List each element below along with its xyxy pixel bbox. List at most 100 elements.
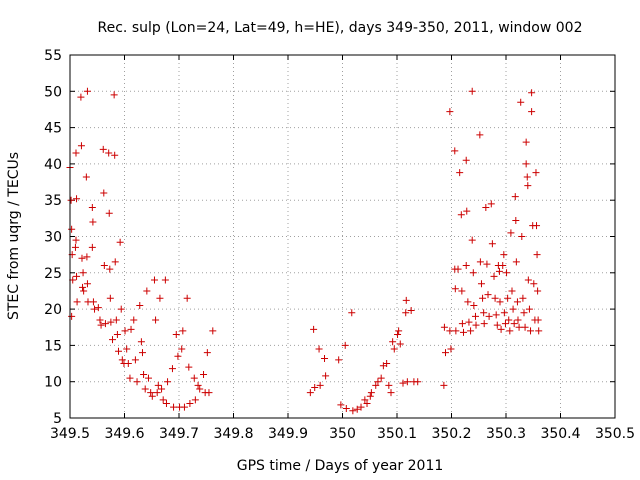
data-point [527, 327, 535, 335]
data-point [159, 396, 167, 404]
x-tick-labels: 349.5 349.6 349.7 349.8 349.9 350 350.1 350.2 35… [50, 426, 635, 442]
data-point [446, 108, 454, 116]
data-point [508, 287, 516, 295]
x-tick-label: 350.2 [431, 426, 471, 442]
data-point [205, 389, 213, 397]
y-tick-label: 55 [44, 48, 62, 64]
data-point [528, 108, 536, 116]
data-point [106, 294, 114, 302]
data-point [511, 193, 519, 201]
data-point [131, 356, 139, 364]
data-point [72, 149, 80, 157]
data-point [178, 345, 186, 353]
data-point [452, 327, 460, 335]
data-point [497, 325, 505, 333]
data-point [523, 173, 531, 181]
data-point [514, 316, 522, 324]
data-point [79, 269, 87, 277]
data-point [534, 287, 542, 295]
data-point [462, 156, 470, 164]
data-point [106, 265, 114, 273]
data-point [185, 363, 193, 371]
data-point [500, 309, 508, 317]
data-point [533, 251, 541, 259]
data-point [515, 323, 523, 331]
data-point [140, 370, 148, 378]
x-tick-label: 349.7 [159, 426, 199, 442]
data-point [440, 381, 448, 389]
data-point [80, 287, 88, 295]
data-point [396, 340, 404, 348]
data-point [348, 309, 356, 317]
data-point [179, 327, 187, 335]
data-point [402, 309, 410, 317]
data-point [186, 399, 194, 407]
chart-title: Rec. sulp (Lon=24, Lat=49, h=HE), days 3… [98, 20, 583, 36]
data-point [509, 305, 517, 313]
data-point [172, 331, 180, 339]
data-point [390, 345, 398, 353]
data-point [170, 403, 178, 411]
data-point [203, 349, 211, 357]
data-point [440, 323, 448, 331]
data-point [387, 389, 395, 397]
data-point [385, 381, 393, 389]
data-point [395, 327, 403, 335]
data-point [361, 396, 369, 404]
data-point [143, 287, 151, 295]
data-point [496, 298, 504, 306]
data-point [124, 360, 132, 368]
data-point [105, 149, 113, 157]
y-tick-label: 30 [44, 230, 62, 246]
data-point [68, 225, 76, 233]
data-point [322, 372, 330, 380]
data-point [464, 298, 472, 306]
data-point [96, 316, 104, 324]
data-point [463, 207, 471, 215]
data-point [156, 294, 164, 302]
data-point [476, 258, 484, 266]
data-point [191, 396, 199, 404]
data-point [112, 316, 120, 324]
data-point [367, 389, 375, 397]
data-point [407, 307, 415, 315]
data-point [77, 142, 85, 150]
data-point [372, 381, 380, 389]
data-point [341, 341, 349, 349]
data-point [110, 91, 118, 99]
data-point [116, 238, 124, 246]
data-point [183, 294, 191, 302]
data-point [164, 378, 172, 386]
data-point [488, 240, 496, 248]
data-point [141, 385, 149, 393]
data-point [310, 325, 318, 333]
data-point [353, 405, 361, 413]
data-point [470, 301, 478, 309]
data-point [476, 131, 484, 139]
data-point [467, 327, 475, 335]
data-point [402, 296, 410, 304]
y-tick-label: 40 [44, 157, 62, 173]
data-point [469, 269, 477, 277]
data-point [530, 280, 538, 288]
data-point [403, 378, 411, 386]
data-point [73, 272, 81, 280]
plot-frame [69, 54, 616, 419]
data-point [357, 403, 365, 411]
data-point [150, 276, 158, 284]
data-point [506, 327, 514, 335]
data-point [107, 318, 115, 326]
data-point [366, 392, 374, 400]
data-point [147, 389, 155, 397]
y-tick-label: 45 [44, 121, 62, 137]
x-tick-label: 349.6 [104, 426, 144, 442]
data-point [158, 385, 166, 393]
data-point [152, 316, 160, 324]
data-point [442, 349, 450, 357]
data-point [519, 294, 527, 302]
data-point [111, 258, 119, 266]
y-tick-label: 10 [44, 375, 62, 391]
data-point [532, 169, 540, 177]
data-point [495, 267, 503, 275]
data-point [126, 374, 134, 382]
